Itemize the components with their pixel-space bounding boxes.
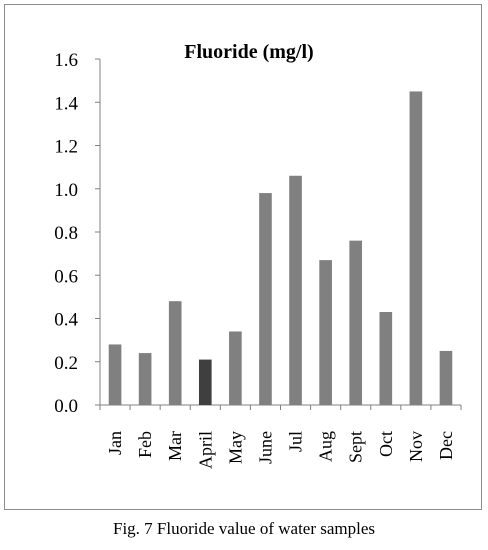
y-tick-label: 0.6 <box>54 266 78 287</box>
bar-jan <box>108 344 122 405</box>
x-tick-label: Jan <box>105 431 125 455</box>
bar-mar <box>168 301 182 405</box>
x-tick-labels: Jan Feb Mar April May June Jul Aug Sept Oct Nov Dec <box>105 431 456 469</box>
x-tick-label: June <box>255 431 275 464</box>
y-tick-label: 1.2 <box>54 137 78 158</box>
bar-april <box>198 359 212 405</box>
x-tick-label: Sept <box>346 431 366 463</box>
y-axis: 0.0 0.2 0.4 0.6 0.8 1.0 1.2 1.4 1.6 <box>54 50 101 417</box>
bar-june <box>259 193 272 405</box>
x-tick-label: May <box>225 431 245 464</box>
x-tick-label: Feb <box>135 431 155 458</box>
bar-oct <box>379 312 393 405</box>
bar-sept <box>349 240 363 405</box>
bar-jul <box>289 175 302 405</box>
y-tick-label: 1.6 <box>54 50 78 71</box>
y-tick-label: 0.8 <box>54 223 78 244</box>
bar-may <box>229 331 242 405</box>
x-tick-label: Mar <box>165 431 185 461</box>
x-tick-label: Nov <box>406 431 426 462</box>
y-tick-label: 0.0 <box>54 396 78 417</box>
y-tick-label: 1.4 <box>54 93 78 114</box>
x-tick-label: Dec <box>436 431 456 460</box>
bar-dec <box>439 350 453 405</box>
x-tick-label: April <box>195 431 215 469</box>
x-tick-label: Oct <box>376 431 396 457</box>
y-tick-label: 0.4 <box>54 310 78 331</box>
bars <box>108 91 453 405</box>
bar-feb <box>138 353 152 405</box>
chart-frame: Fluoride (mg/l) 0.0 0.2 0.4 0.6 0.8 1.0 1.2 1.4… <box>4 4 482 510</box>
bar-nov <box>409 91 423 405</box>
y-tick-label: 0.2 <box>54 353 78 374</box>
y-tick-label: 1.0 <box>54 180 78 201</box>
fluoride-bar-chart: Fluoride (mg/l) 0.0 0.2 0.4 0.6 0.8 1.0 1.2 1.4… <box>54 41 462 469</box>
figure-caption: Fig. 7 Fluoride value of water samples <box>112 519 376 538</box>
x-axis <box>99 404 462 410</box>
x-tick-label: Aug <box>316 431 336 462</box>
bar-aug <box>319 260 332 405</box>
chart-title: Fluoride (mg/l) <box>184 41 313 63</box>
x-tick-label: Jul <box>286 431 306 452</box>
